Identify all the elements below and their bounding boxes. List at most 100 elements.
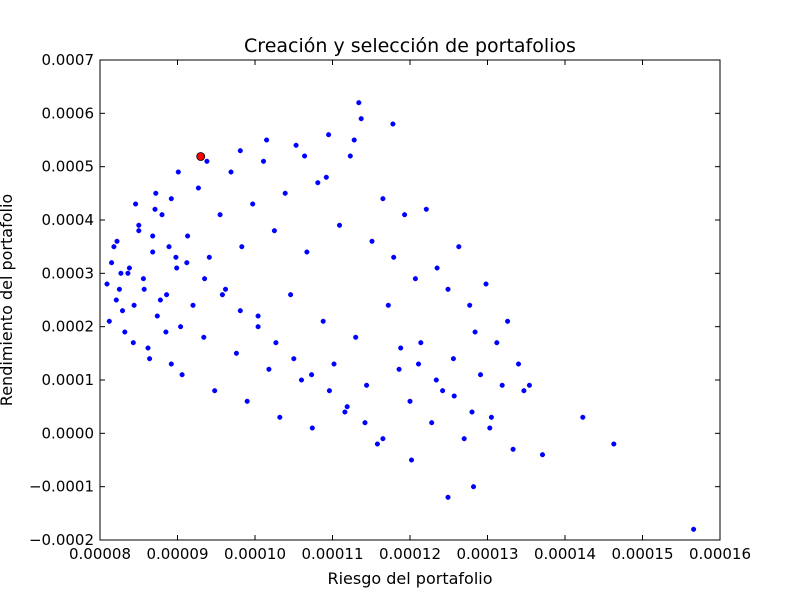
portfolio-point — [174, 265, 180, 271]
portfolio-point — [347, 153, 353, 159]
portfolio-point — [356, 100, 362, 106]
portfolio-point — [488, 414, 494, 420]
x-tick-label: 0.00016 — [689, 545, 751, 563]
portfolio-point — [122, 329, 128, 335]
portfolio-point — [202, 276, 208, 282]
y-tick-label: 0.0001 — [42, 371, 95, 389]
portfolio-point — [173, 254, 179, 260]
portfolio-point — [130, 340, 136, 346]
portfolio-point — [244, 398, 250, 404]
portfolio-point — [326, 132, 332, 138]
portfolio-point — [429, 420, 435, 426]
portfolio-point — [472, 329, 478, 335]
y-tick-label: −0.0001 — [29, 478, 94, 496]
portfolio-point — [358, 116, 364, 122]
y-tick-label: −0.0002 — [29, 531, 94, 549]
data-points — [104, 100, 697, 532]
portfolio-point — [380, 196, 386, 202]
portfolio-point — [385, 302, 391, 308]
y-axis-label: Rendimiento del portafolio — [0, 194, 16, 406]
y-tick-label: 0.0007 — [42, 51, 95, 69]
portfolio-point — [271, 228, 277, 234]
portfolio-point — [362, 420, 368, 426]
portfolio-point — [470, 484, 477, 490]
chart-title: Creación y selección de portafolios — [244, 35, 576, 57]
portfolio-point — [104, 281, 110, 287]
portfolio-point — [201, 334, 207, 340]
portfolio-point — [166, 244, 172, 250]
portfolio-point — [206, 254, 212, 260]
portfolio-point — [133, 201, 139, 207]
x-tick-label: 0.00013 — [456, 545, 518, 563]
portfolio-point — [114, 238, 120, 244]
portfolio-point — [219, 292, 225, 298]
portfolio-point — [141, 286, 147, 292]
portfolio-point — [510, 446, 516, 452]
portfolio-point — [154, 313, 160, 319]
portfolio-point — [539, 452, 546, 458]
portfolio-point — [255, 313, 261, 319]
portfolio-point — [456, 244, 462, 250]
portfolio-point — [250, 201, 256, 207]
portfolio-point — [344, 404, 350, 410]
portfolio-point — [111, 244, 117, 250]
x-tick-label: 0.00009 — [146, 545, 208, 563]
portfolio-point — [222, 286, 229, 292]
portfolio-point — [467, 302, 473, 308]
portfolio-point — [282, 190, 288, 196]
portfolio-point — [380, 436, 386, 442]
portfolio-point — [342, 409, 348, 415]
portfolio-point — [131, 302, 137, 308]
portfolio-point — [369, 238, 375, 244]
portfolio-point — [445, 286, 451, 292]
portfolio-point — [136, 222, 142, 228]
portfolio-point — [483, 281, 489, 287]
portfolio-point — [150, 233, 156, 239]
portfolio-point — [233, 350, 239, 356]
portfolio-point — [391, 254, 397, 260]
portfolio-point — [136, 228, 142, 234]
y-tick-label: 0.0004 — [42, 211, 95, 229]
portfolio-point — [351, 137, 357, 143]
portfolio-point — [487, 425, 493, 431]
portfolio-point — [179, 372, 185, 378]
portfolio-point — [264, 137, 270, 143]
portfolio-point — [505, 318, 511, 324]
portfolio-point — [260, 158, 267, 164]
portfolio-point — [212, 388, 218, 394]
portfolio-point — [119, 308, 126, 314]
portfolio-point — [106, 318, 112, 324]
portfolio-point — [152, 206, 158, 212]
portfolio-point — [159, 212, 165, 218]
portfolio-point — [390, 121, 396, 127]
portfolio-point — [415, 361, 422, 367]
portfolio-point — [396, 366, 402, 372]
portfolio-point — [309, 425, 315, 431]
portfolio-point — [408, 457, 415, 463]
portfolio-point — [461, 436, 467, 442]
portfolio-point — [374, 441, 380, 447]
y-tick-label: 0.0002 — [42, 318, 95, 336]
portfolio-point — [228, 169, 234, 175]
portfolio-point — [164, 292, 170, 298]
portfolio-point — [204, 158, 210, 164]
portfolio-point — [288, 292, 294, 298]
y-tick-label: 0.0000 — [42, 424, 95, 442]
portfolio-point — [440, 388, 446, 394]
portfolio-point — [477, 372, 484, 378]
portfolio-point — [153, 190, 159, 196]
portfolio-point — [469, 409, 475, 415]
x-tick-label: 0.00008 — [69, 545, 131, 563]
plot-frame — [99, 59, 721, 541]
portfolio-point — [691, 526, 697, 532]
portfolio-point — [398, 345, 404, 351]
portfolio-point — [217, 212, 223, 218]
portfolio-point — [402, 212, 408, 218]
x-axis: 0.00008 0.00009 0.00010 0.00011 0.00012 0.000… — [69, 60, 751, 563]
x-tick-label: 0.00011 — [301, 545, 363, 563]
portfolio-point — [175, 169, 181, 175]
x-tick-label: 0.00012 — [379, 545, 441, 563]
portfolio-point — [521, 388, 527, 394]
portfolio-point — [190, 302, 196, 308]
portfolio-point — [168, 361, 174, 367]
